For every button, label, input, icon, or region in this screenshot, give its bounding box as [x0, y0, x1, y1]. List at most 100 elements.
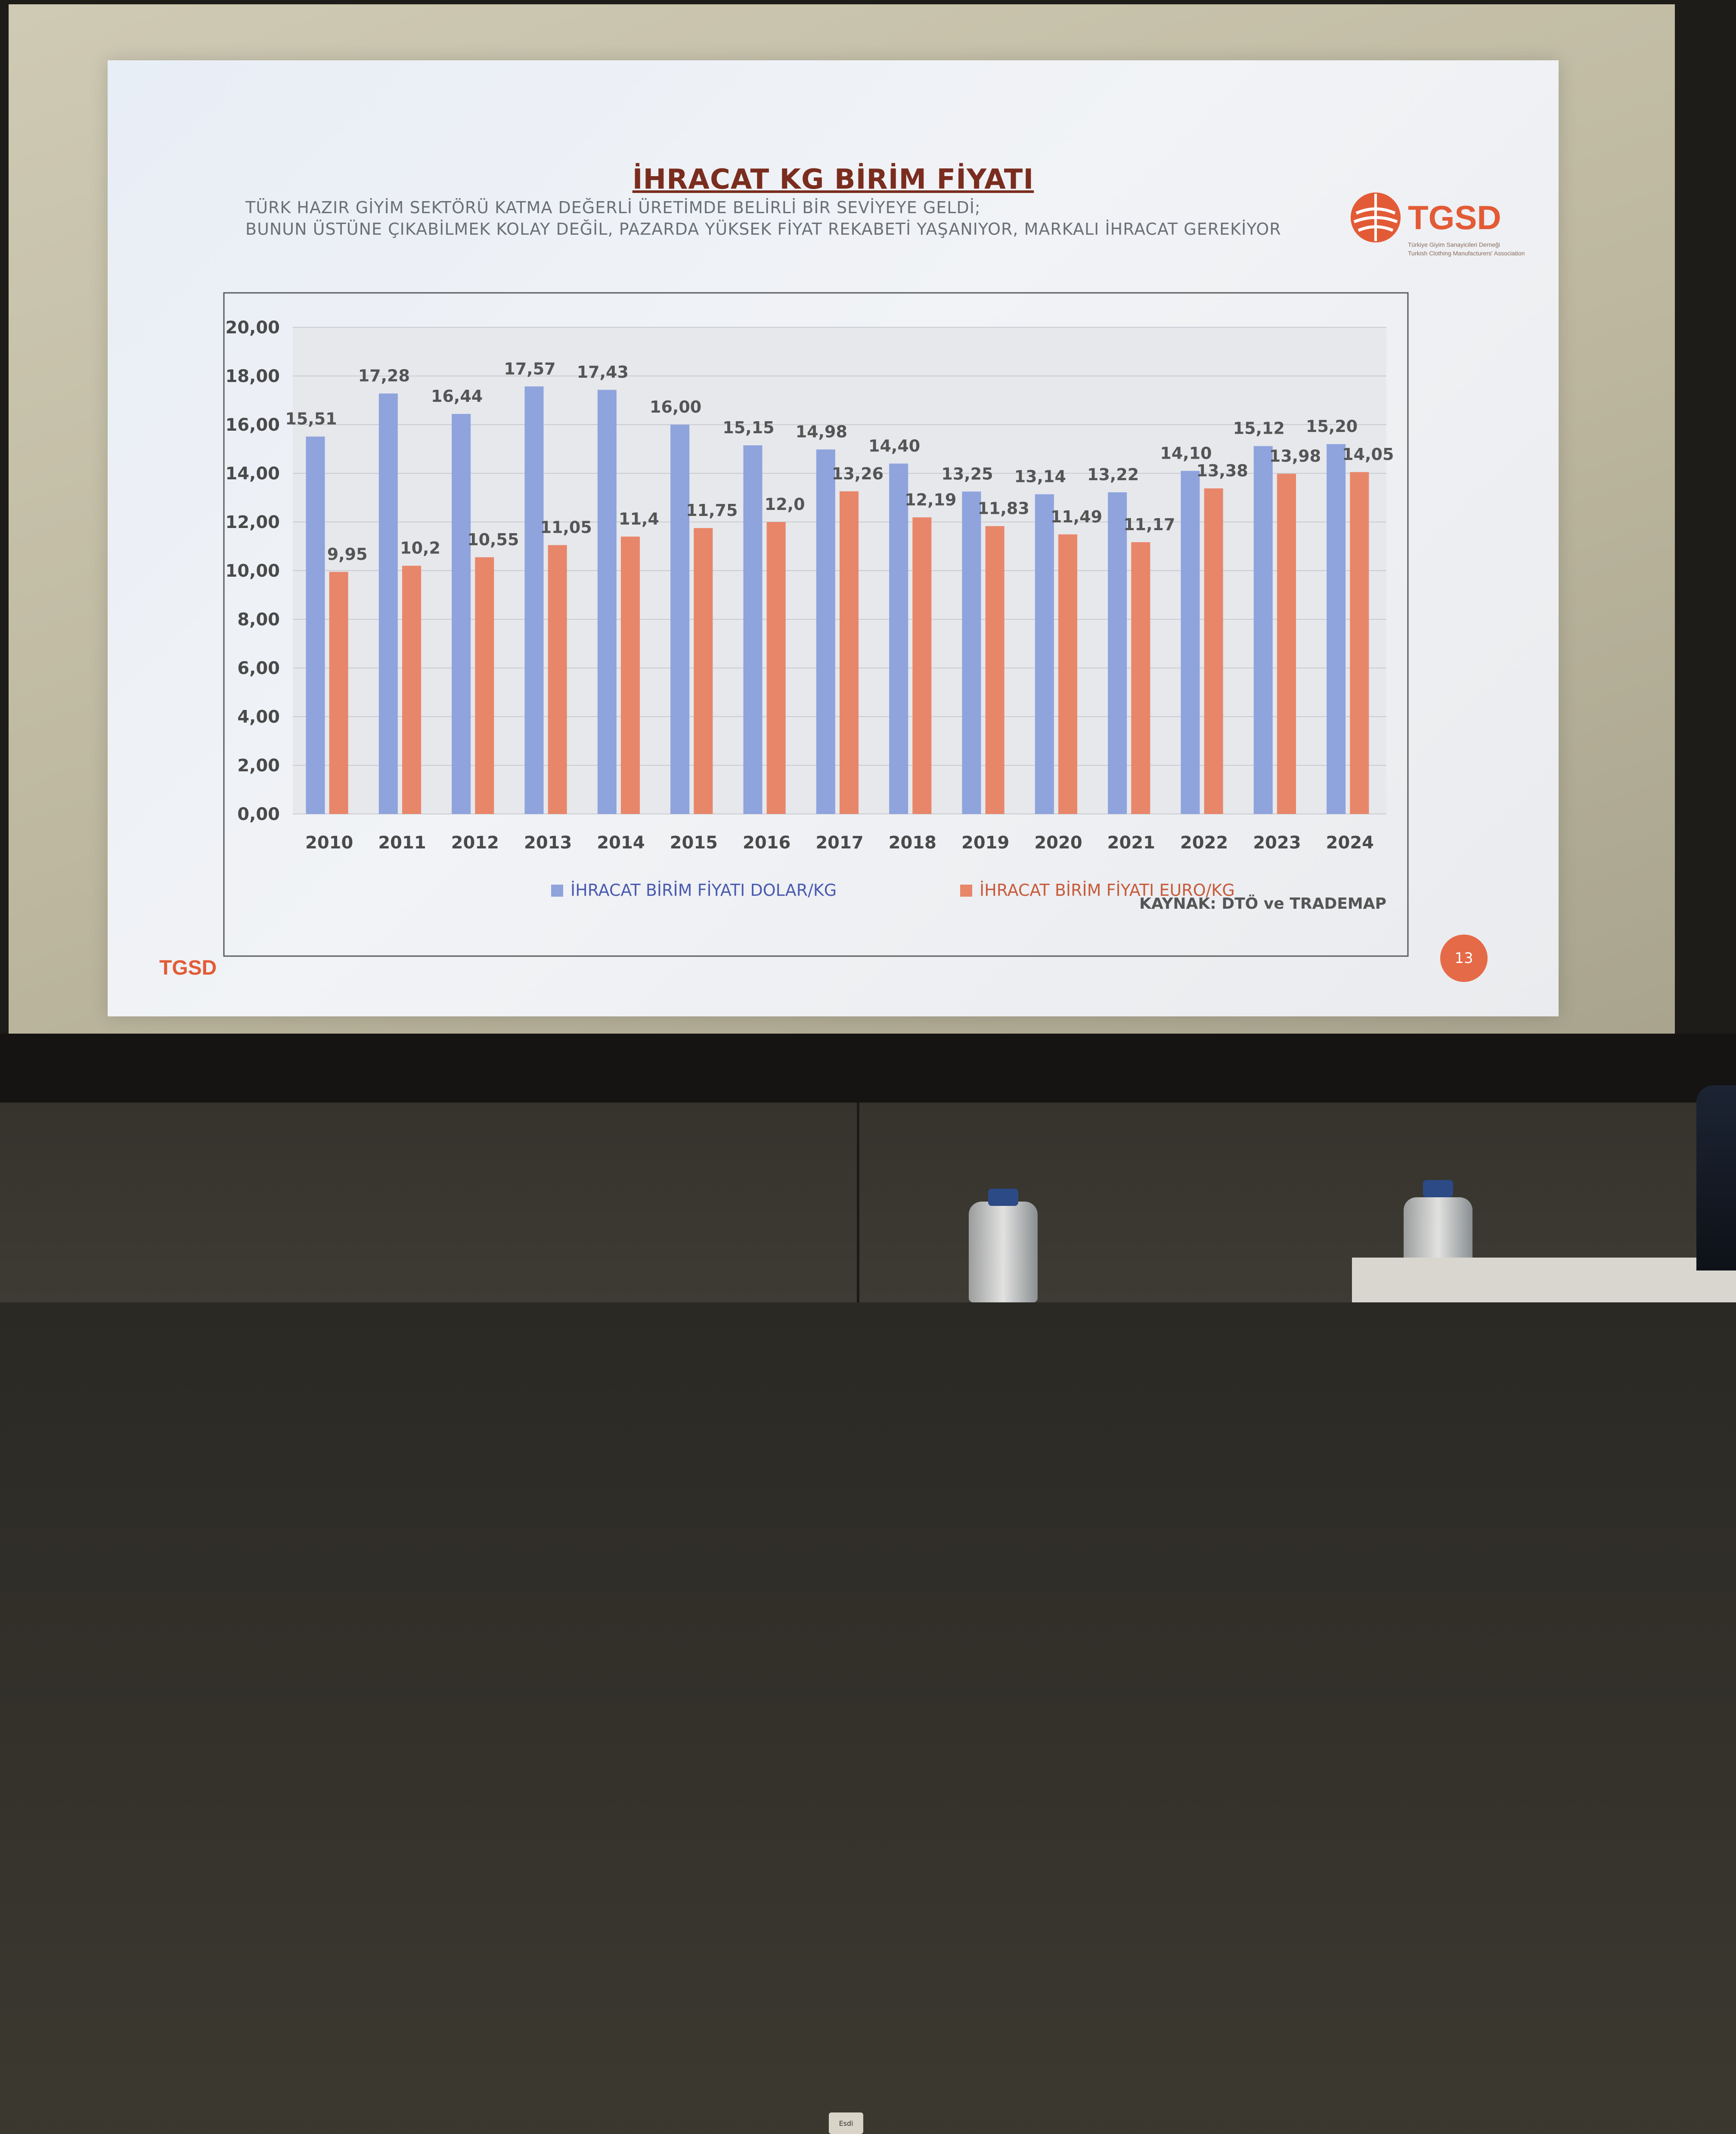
data-label-dollar: 13,22	[1087, 465, 1139, 484]
data-label-dollar: 17,43	[577, 363, 629, 382]
data-label-dollar: 14,40	[868, 436, 920, 455]
bar-dollar	[816, 449, 835, 814]
data-label-euro: 10,2	[400, 539, 440, 558]
y-tick-label: 16,00	[225, 415, 280, 435]
microphone	[1696, 1085, 1736, 1270]
tgsd-logo-tagline-tr: Türkiye Giyim Sanayicileri Derneği	[1408, 241, 1500, 248]
slide-subtitle-line-1: TÜRK HAZIR GİYİM SEKTÖRÜ KATMA DEĞERLİ Ü…	[245, 198, 981, 217]
legend-label-dollar: İHRACAT BİRİM FİYATI DOLAR/KG	[570, 881, 837, 900]
data-label-dollar: 17,57	[504, 359, 555, 378]
tgsd-logo-icon	[1351, 193, 1401, 242]
y-tick-label: 14,00	[225, 464, 280, 484]
footer-brand: TGSD	[159, 957, 217, 979]
bar-euro	[1131, 542, 1150, 814]
bar-dollar	[524, 386, 544, 814]
data-label-euro: 11,75	[686, 501, 738, 520]
bar-euro	[1277, 474, 1296, 814]
data-label-dollar: 13,25	[941, 464, 993, 483]
y-tick-label: 18,00	[225, 367, 280, 386]
bar-euro	[475, 557, 494, 814]
data-label-euro: 13,38	[1197, 461, 1248, 480]
tgsd-logo: TGSD Türkiye Giyim Sanayicileri Derneği …	[1348, 189, 1550, 263]
data-label-dollar: 16,44	[431, 387, 483, 406]
page-number-badge: 13	[1440, 935, 1488, 982]
bar-euro	[402, 565, 422, 814]
slide-subtitle-line-2: BUNUN ÜSTÜNE ÇIKABİLMEK KOLAY DEĞİL, PAZ…	[245, 220, 1281, 239]
x-tick-label: 2011	[378, 833, 426, 853]
x-tick-label: 2022	[1180, 833, 1228, 853]
data-label-dollar: 15,12	[1233, 419, 1285, 438]
data-label-dollar: 17,28	[358, 367, 410, 385]
data-label-euro: 12,0	[765, 495, 805, 514]
data-label-euro: 9,95	[327, 545, 368, 564]
y-tick-label: 20,00	[225, 318, 280, 338]
source-note: KAYNAK: DTÖ ve TRADEMAP	[1139, 895, 1386, 913]
bar-chart-svg: 0,00 2,00 4,00 6,00 8,00 10,00 12,00 14,00 16,00…	[223, 292, 1409, 957]
bar-euro	[548, 545, 567, 814]
slide-title: İHRACAT KG BİRİM FİYATI	[632, 164, 1034, 196]
chart-border	[223, 292, 1409, 957]
bar-dollar	[378, 393, 398, 814]
data-label-euro: 11,49	[1051, 507, 1102, 526]
x-tick-label: 2013	[524, 833, 572, 853]
bar-dollar	[962, 491, 981, 814]
data-label-euro: 14,05	[1342, 445, 1394, 464]
data-label-dollar: 14,10	[1160, 444, 1212, 463]
bar-dollar	[1327, 444, 1346, 814]
bar-euro	[766, 522, 786, 814]
data-label-euro: 11,05	[540, 518, 592, 537]
y-tick-label: 10,00	[225, 561, 280, 581]
bar-dollar	[306, 436, 325, 814]
x-tick-label: 2014	[597, 833, 645, 853]
data-label-dollar: 16,00	[650, 398, 701, 416]
y-tick-label: 2,00	[237, 756, 280, 776]
data-label-euro: 12,19	[905, 490, 956, 509]
water-bottle-left	[969, 1202, 1038, 1302]
x-tick-label: 2017	[815, 833, 863, 853]
x-tick-label: 2016	[743, 833, 790, 853]
bar-dollar	[597, 390, 617, 814]
bar-euro	[694, 528, 713, 814]
data-label-dollar: 15,51	[285, 410, 337, 429]
data-label-euro: 11,4	[619, 509, 659, 528]
x-tick-label: 2024	[1326, 833, 1374, 853]
bar-dollar	[1108, 492, 1127, 814]
legend-label-euro: İHRACAT BİRİM FİYATI EURO/KG	[980, 881, 1235, 900]
data-label-dollar: 14,98	[796, 422, 847, 441]
bar-dollar	[1035, 494, 1054, 814]
data-label-dollar: 15,20	[1306, 417, 1358, 436]
presentation-slide: İHRACAT KG BİRİM FİYATI TÜRK HAZIR GİYİM…	[108, 60, 1559, 1016]
data-label-dollar: 13,14	[1014, 467, 1066, 486]
data-label-euro: 13,98	[1269, 447, 1321, 466]
x-tick-label: 2010	[305, 833, 353, 853]
data-label-euro: 13,26	[832, 464, 884, 483]
bar-euro	[1350, 472, 1369, 814]
y-tick-label: 6,00	[237, 659, 280, 678]
x-tick-label: 2019	[961, 833, 1009, 853]
bar-euro	[840, 491, 859, 814]
x-tick-label: 2012	[451, 833, 499, 853]
bar-dollar	[670, 425, 690, 814]
monitor-brand-badge: Esdi	[829, 2112, 863, 2134]
bar-dollar	[1181, 471, 1200, 814]
y-tick-label: 12,00	[225, 513, 280, 532]
water-bottle-right-cap	[1423, 1180, 1453, 1197]
y-tick-label: 0,00	[237, 805, 280, 824]
data-label-euro: 11,17	[1123, 515, 1175, 534]
legend-swatch-dollar	[551, 885, 563, 897]
x-tick-label: 2023	[1253, 833, 1301, 853]
bar-euro	[985, 526, 1004, 814]
tgsd-logo-text: TGSD	[1408, 199, 1501, 236]
bar-dollar	[743, 445, 763, 814]
bar-euro	[329, 572, 348, 814]
data-label-euro: 11,83	[978, 499, 1029, 518]
data-label-dollar: 15,15	[722, 418, 774, 437]
export-unit-price-chart: 0,00 2,00 4,00 6,00 8,00 10,00 12,00 14,00 16,00…	[215, 284, 1417, 965]
projection-screen: İHRACAT KG BİRİM FİYATI TÜRK HAZIR GİYİM…	[9, 4, 1675, 1034]
bar-euro	[1058, 534, 1078, 814]
data-label-euro: 10,55	[467, 530, 519, 549]
bar-euro	[621, 536, 640, 814]
x-tick-label: 2015	[670, 833, 718, 853]
podium-edge	[1352, 1258, 1736, 1302]
